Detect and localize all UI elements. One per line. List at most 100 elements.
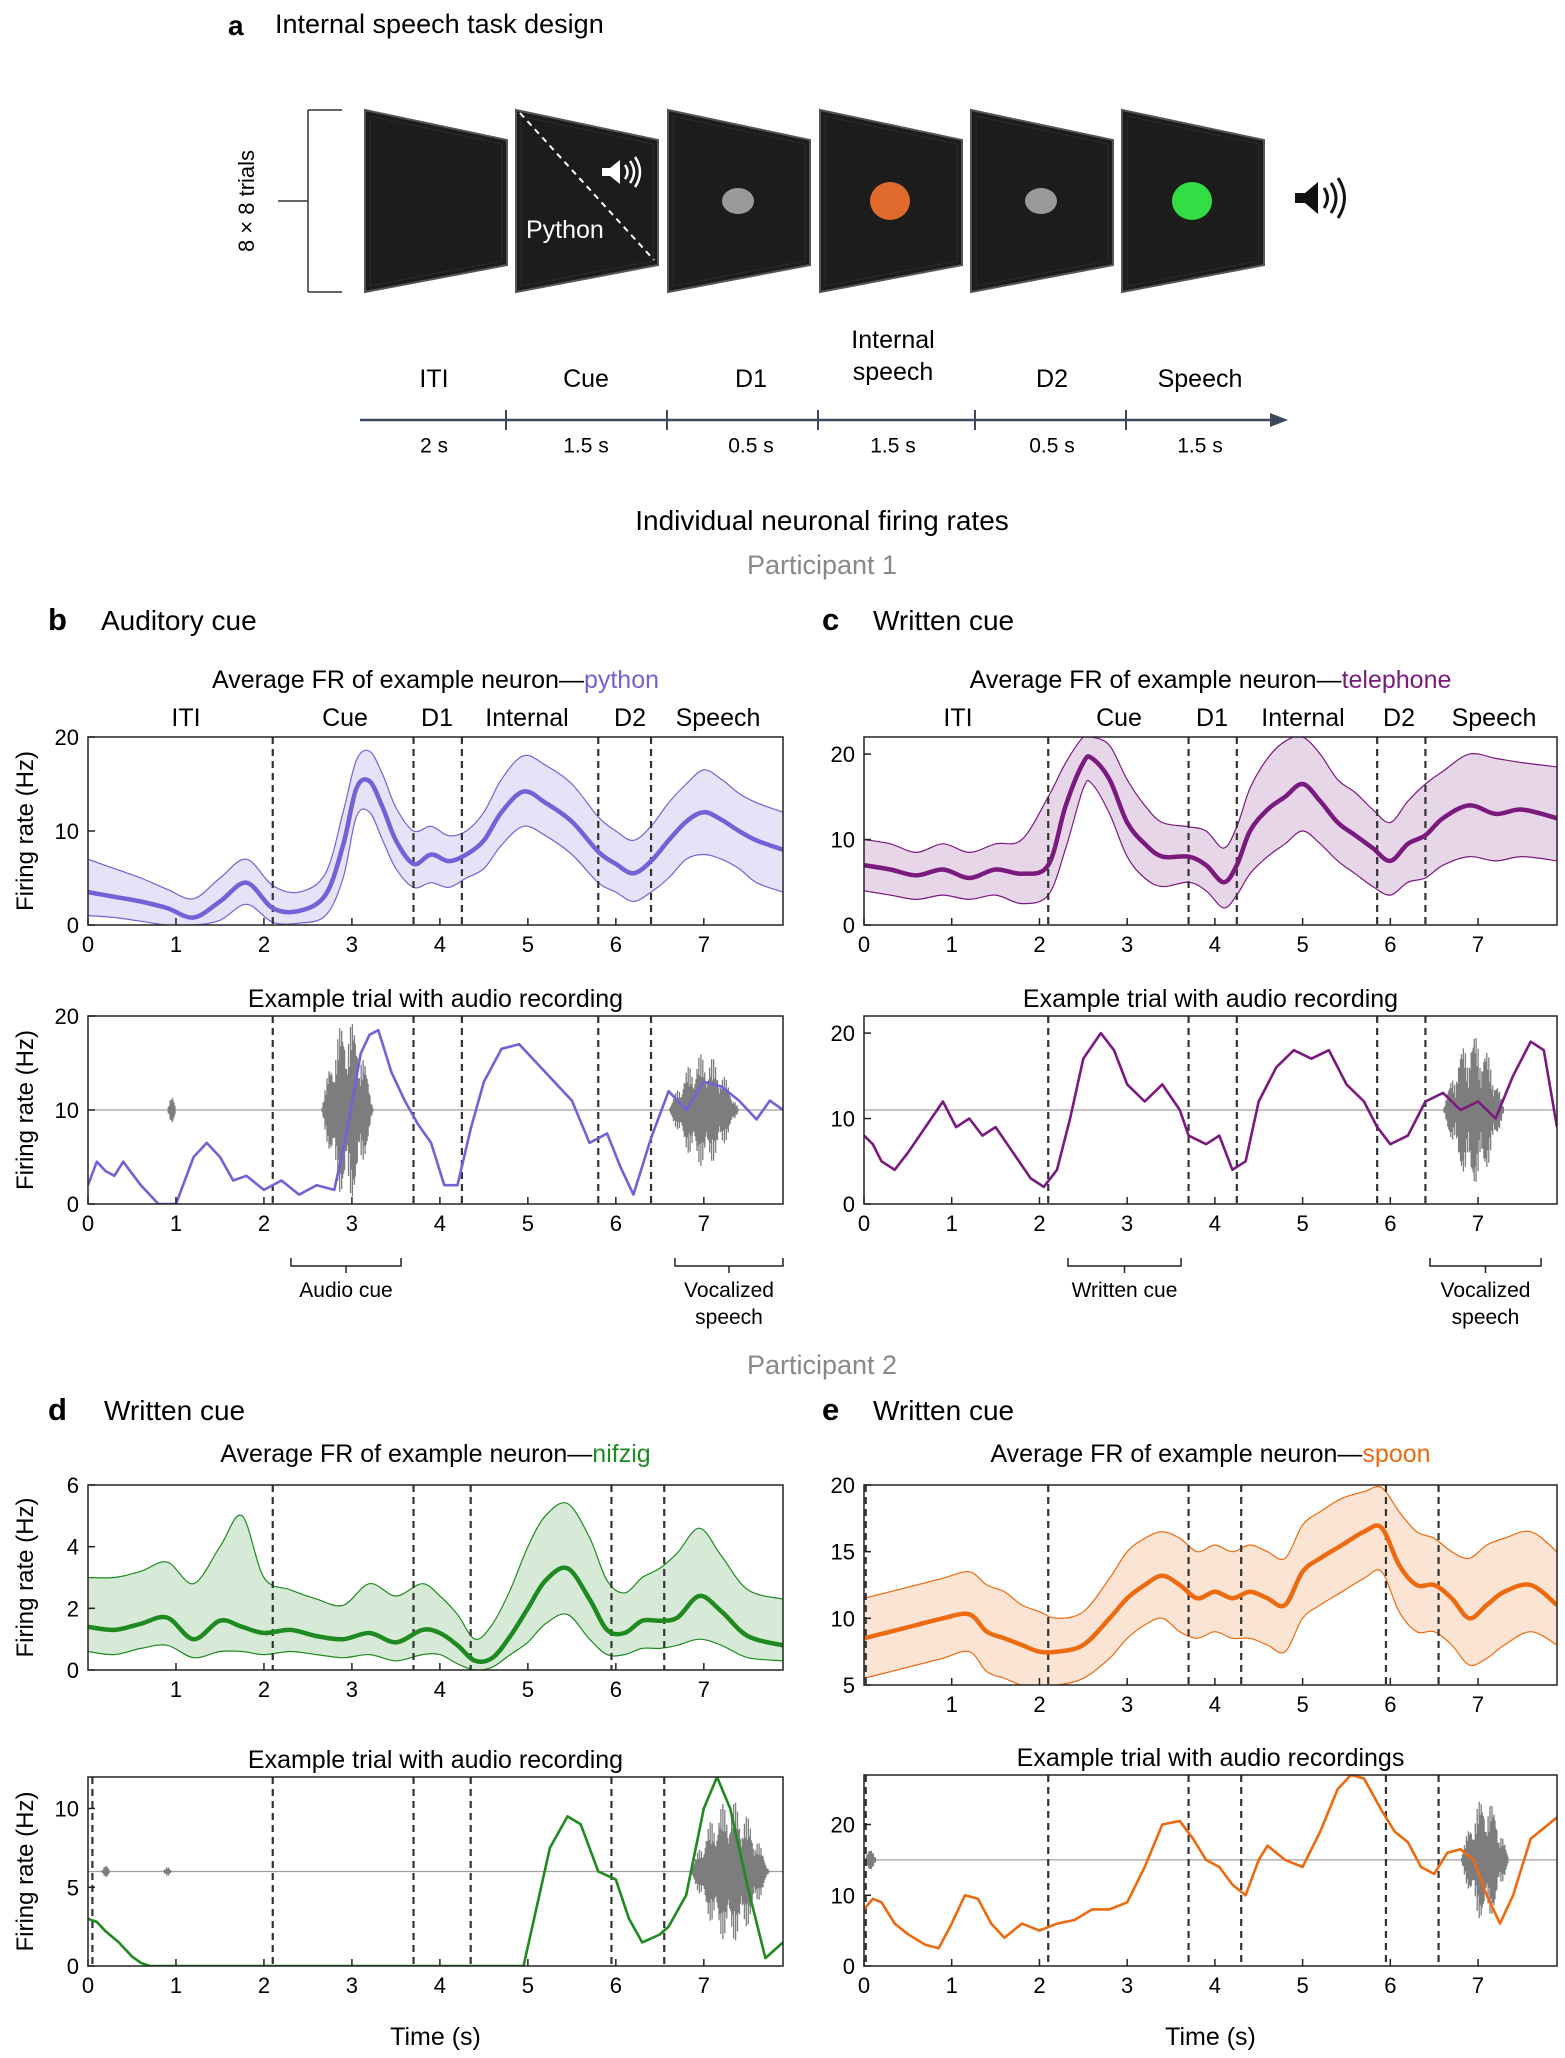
y-tick-label: 2 [67,1596,79,1621]
mean-line [88,777,783,920]
x-tick-label: 4 [434,932,446,957]
axes-frame [863,1774,1558,1967]
audio-waveform [1443,1038,1505,1182]
panel-c-cue-type: Written cue [873,605,1014,636]
sem-lower-edge [864,1569,1557,1685]
trial-line [88,1777,783,1966]
phase-name-1: ITI [419,365,448,393]
phase-label: ITI [171,704,200,732]
sem-upper-edge [864,737,1557,854]
bracket-label: speech [1452,1306,1520,1329]
trials-label: 8 × 8 trials [234,150,259,252]
x-tick-label: 4 [1209,1973,1221,1998]
mean-line [864,754,1557,885]
screen-2 [515,108,659,294]
chart-title-prefix: Example trial with audio recordings [1017,1744,1405,1772]
phase-label: Speech [676,704,761,732]
chart-title-prefix: Average FR of example neuron— [212,666,584,694]
screen-3 [667,108,811,294]
x-tick-label: 5 [522,1677,534,1702]
x-tick-label: 7 [1472,932,1484,957]
x-tick-label: 5 [1296,1973,1308,1998]
x-tick-label: 7 [1472,1211,1484,1236]
chart-e-trial: Example trial with audio recordings 0 1 2 3 4… [831,1744,1558,2051]
y-tick-label: 0 [843,1192,855,1217]
chart-title-prefix: Example trial with audio recording [248,1746,623,1774]
x-tick-label: 5 [1296,1692,1308,1717]
internal-speech-dot [870,182,910,220]
chart-title: Example trial with audio recording [1023,985,1398,1013]
x-tick-label: 0 [82,1973,94,1998]
x-tick-label: 3 [1121,1211,1133,1236]
x-tick-label: 2 [1033,1973,1045,1998]
y-axis-label: Firing rate (Hz) [12,751,39,911]
plot-area [88,1016,783,1204]
chart-title-prefix: Average FR of example neuron— [990,1440,1362,1468]
x-tick-label: 6 [1384,932,1396,957]
y-tick-label: 5 [67,1875,79,1900]
x-tick-label: 7 [1472,1692,1484,1717]
x-tick-label: 4 [1209,1692,1221,1717]
bracket-label: Vocalized [684,1279,774,1302]
x-tick-label: 7 [698,1973,710,1998]
x-tick-label: 5 [1296,932,1308,957]
panel-letter-e: e [822,1392,839,1427]
x-tick-label: 2 [1033,932,1045,957]
sem-band [864,737,1557,908]
y-tick-label: 0 [843,913,855,938]
y-tick-label: 10 [831,1883,855,1908]
plot-area [88,1485,783,1670]
sem-band [864,1486,1557,1685]
y-axis-label: Firing rate (Hz) [12,1497,39,1657]
chart-title: Average FR of example neuron—nifzig [220,1440,650,1468]
phase-label: D1 [421,704,453,732]
bracket-label: Vocalized [1441,1279,1531,1302]
x-tick-label: 3 [1121,932,1133,957]
trial-line [88,1028,783,1204]
phase-label: D2 [614,704,646,732]
phase-label: D1 [1196,704,1228,732]
screen-1 [364,108,508,294]
delay1-dot [722,188,754,214]
x-tick-label: 2 [1033,1692,1045,1717]
y-tick-label: 4 [67,1535,79,1560]
sem-band [88,750,783,925]
phase-duration-6: 1.5 s [1177,434,1223,457]
chart-d-trial: Example trial with audio recording 0 1 2 3 4 5… [12,1746,784,2051]
sem-upper-edge [88,1502,783,1640]
y-tick-label: 20 [55,725,79,750]
bracket-b-1: Audio cue [290,1258,402,1302]
chart-c-trial: Example trial with audio recording 0 1 2 3 4 5… [831,985,1558,1236]
x-tick-label: 6 [610,932,622,957]
y-tick-label: 10 [831,828,855,853]
y-tick-label: 0 [843,1954,855,1979]
audio-waveform [101,1866,110,1877]
x-tick-label: 5 [522,932,534,957]
plot-area [864,1775,1557,1966]
x-tick-label: 1 [170,1973,182,1998]
phase-duration-3: 0.5 s [728,434,774,457]
chart-title: Average FR of example neuron—python [212,666,659,694]
x-tick-label: 2 [258,932,270,957]
phase-label: D2 [1383,704,1415,732]
y-tick-label: 15 [831,1540,855,1565]
x-tick-label: 7 [698,1677,710,1702]
x-tick-label: 7 [698,932,710,957]
panel-letter-d: d [48,1392,67,1427]
chart-title-prefix: Average FR of example neuron— [220,1440,592,1468]
x-tick-label: 6 [1384,1692,1396,1717]
plot-area [864,1485,1557,1685]
chart-title-prefix: Average FR of example neuron— [970,666,1342,694]
x-tick-label: 1 [170,932,182,957]
x-tick-label: 0 [82,1211,94,1236]
x-tick-label: 1 [946,1692,958,1717]
task-screens [364,108,1265,294]
phase-name-3: D1 [735,365,767,393]
axes-frame [863,1015,1558,1205]
panel-e-cue-type: Written cue [873,1395,1014,1426]
cue-word: Python [526,216,604,244]
phase-name-4: Internal [851,326,934,354]
sem-upper-edge [88,749,783,900]
